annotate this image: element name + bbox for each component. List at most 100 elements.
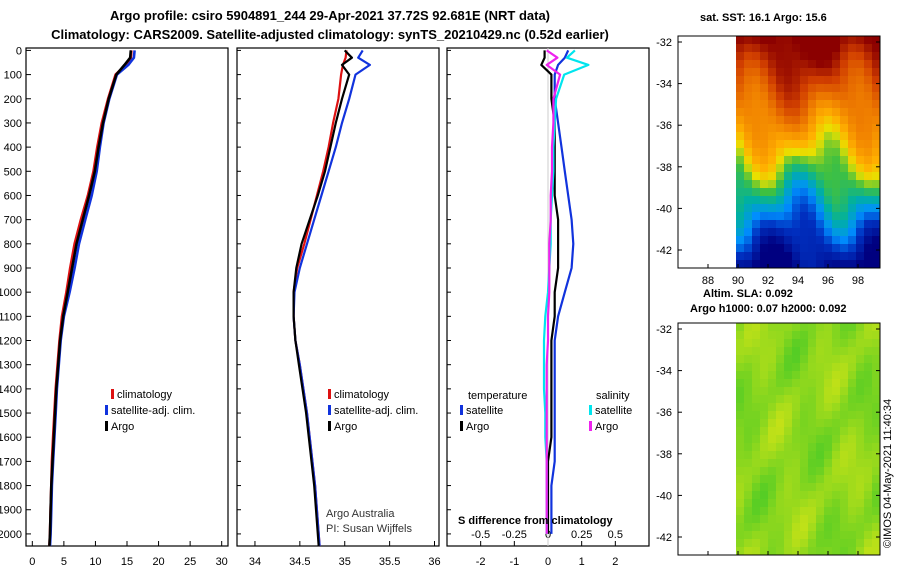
sst-cell <box>832 164 840 172</box>
lon-tick-label: 96 <box>822 275 834 287</box>
sla-cell <box>856 427 864 435</box>
sla-cell <box>816 427 824 435</box>
sla-cell <box>736 427 744 435</box>
sst-cell <box>832 44 840 52</box>
sst-cell <box>800 196 808 204</box>
sst-cell <box>784 156 792 164</box>
sla-cell <box>800 387 808 395</box>
sst-cell <box>864 228 872 236</box>
sla-cell <box>760 419 768 427</box>
sst-cell <box>848 36 856 44</box>
sst-cell <box>752 36 760 44</box>
sla-cell <box>768 363 776 371</box>
sla-cell <box>752 347 760 355</box>
sla-cell <box>792 483 800 491</box>
sla-cell <box>872 459 880 467</box>
sst-cell <box>856 212 864 220</box>
sst-cell <box>824 244 832 252</box>
sst-cell <box>808 164 816 172</box>
sla-cell <box>744 531 752 539</box>
sst-cell <box>872 116 880 124</box>
sst-cell <box>784 228 792 236</box>
sla-cell <box>840 411 848 419</box>
sst-cell <box>848 60 856 68</box>
x-tick-label: 0 <box>545 556 551 568</box>
sst-cell <box>784 60 792 68</box>
sst-cell <box>824 100 832 108</box>
sla-cell <box>872 475 880 483</box>
sla-cell <box>808 387 816 395</box>
sla-cell <box>840 523 848 531</box>
x-tick-label: 35.5 <box>379 556 400 568</box>
x-tick-label: 34.5 <box>289 556 310 568</box>
sla-cell <box>824 355 832 363</box>
sla-cell <box>800 539 808 547</box>
sst-cell <box>792 84 800 92</box>
sla-cell <box>752 483 760 491</box>
sla-cell <box>856 539 864 547</box>
legend-swatch-climatology <box>328 389 331 399</box>
sla-cell <box>848 387 856 395</box>
sla-cell <box>760 467 768 475</box>
x-top-tick-label: 0.25 <box>571 529 592 541</box>
lat-tick-label: -42 <box>656 532 672 544</box>
sla-cell <box>848 539 856 547</box>
sst-cell <box>856 156 864 164</box>
sla-cell <box>760 387 768 395</box>
sst-cell <box>792 188 800 196</box>
sst-cell <box>784 68 792 76</box>
sla-cell <box>816 347 824 355</box>
sst-cell <box>744 60 752 68</box>
sla-cell <box>840 435 848 443</box>
sla-cell <box>776 451 784 459</box>
sst-cell <box>816 212 824 220</box>
sla-cell <box>824 371 832 379</box>
sst-cell <box>736 132 744 140</box>
sst-cell <box>816 196 824 204</box>
sst-cell <box>864 60 872 68</box>
sst-cell <box>824 204 832 212</box>
sla-cell <box>736 339 744 347</box>
sla-cell <box>760 347 768 355</box>
sla-cell <box>752 427 760 435</box>
sst-cell <box>760 148 768 156</box>
sla-cell <box>832 515 840 523</box>
sla-cell <box>864 507 872 515</box>
sst-cell <box>848 172 856 180</box>
sst-cell <box>736 244 744 252</box>
sst-cell <box>816 244 824 252</box>
sst-cell <box>816 52 824 60</box>
sst-cell <box>808 100 816 108</box>
sst-cell <box>808 116 816 124</box>
sst-cell <box>800 124 808 132</box>
sla-cell <box>752 451 760 459</box>
sst-cell <box>768 60 776 68</box>
sla-cell <box>792 507 800 515</box>
sla-cell <box>872 411 880 419</box>
sst-cell <box>840 68 848 76</box>
sla-cell <box>744 339 752 347</box>
sst-cell <box>824 164 832 172</box>
sla-cell <box>824 435 832 443</box>
sst-cell <box>800 140 808 148</box>
sst-cell <box>792 68 800 76</box>
y-tick-label: 1200 <box>0 336 22 348</box>
sst-cell <box>760 92 768 100</box>
sst-cell <box>736 140 744 148</box>
sst-cell <box>760 116 768 124</box>
sla-cell <box>760 475 768 483</box>
sla-cell <box>792 515 800 523</box>
sst-cell <box>808 140 816 148</box>
sst-cell <box>784 132 792 140</box>
sst-cell <box>808 156 816 164</box>
sst-cell <box>824 236 832 244</box>
imos-credit: ©IMOS 04-May-2021 11:40:34 <box>882 399 894 548</box>
sst-cell <box>800 100 808 108</box>
sla-cell <box>848 547 856 555</box>
sla-cell <box>768 515 776 523</box>
sla-cell <box>816 531 824 539</box>
sst-cell <box>736 204 744 212</box>
sla-cell <box>760 451 768 459</box>
sla-cell <box>744 547 752 555</box>
sst-cell <box>744 164 752 172</box>
